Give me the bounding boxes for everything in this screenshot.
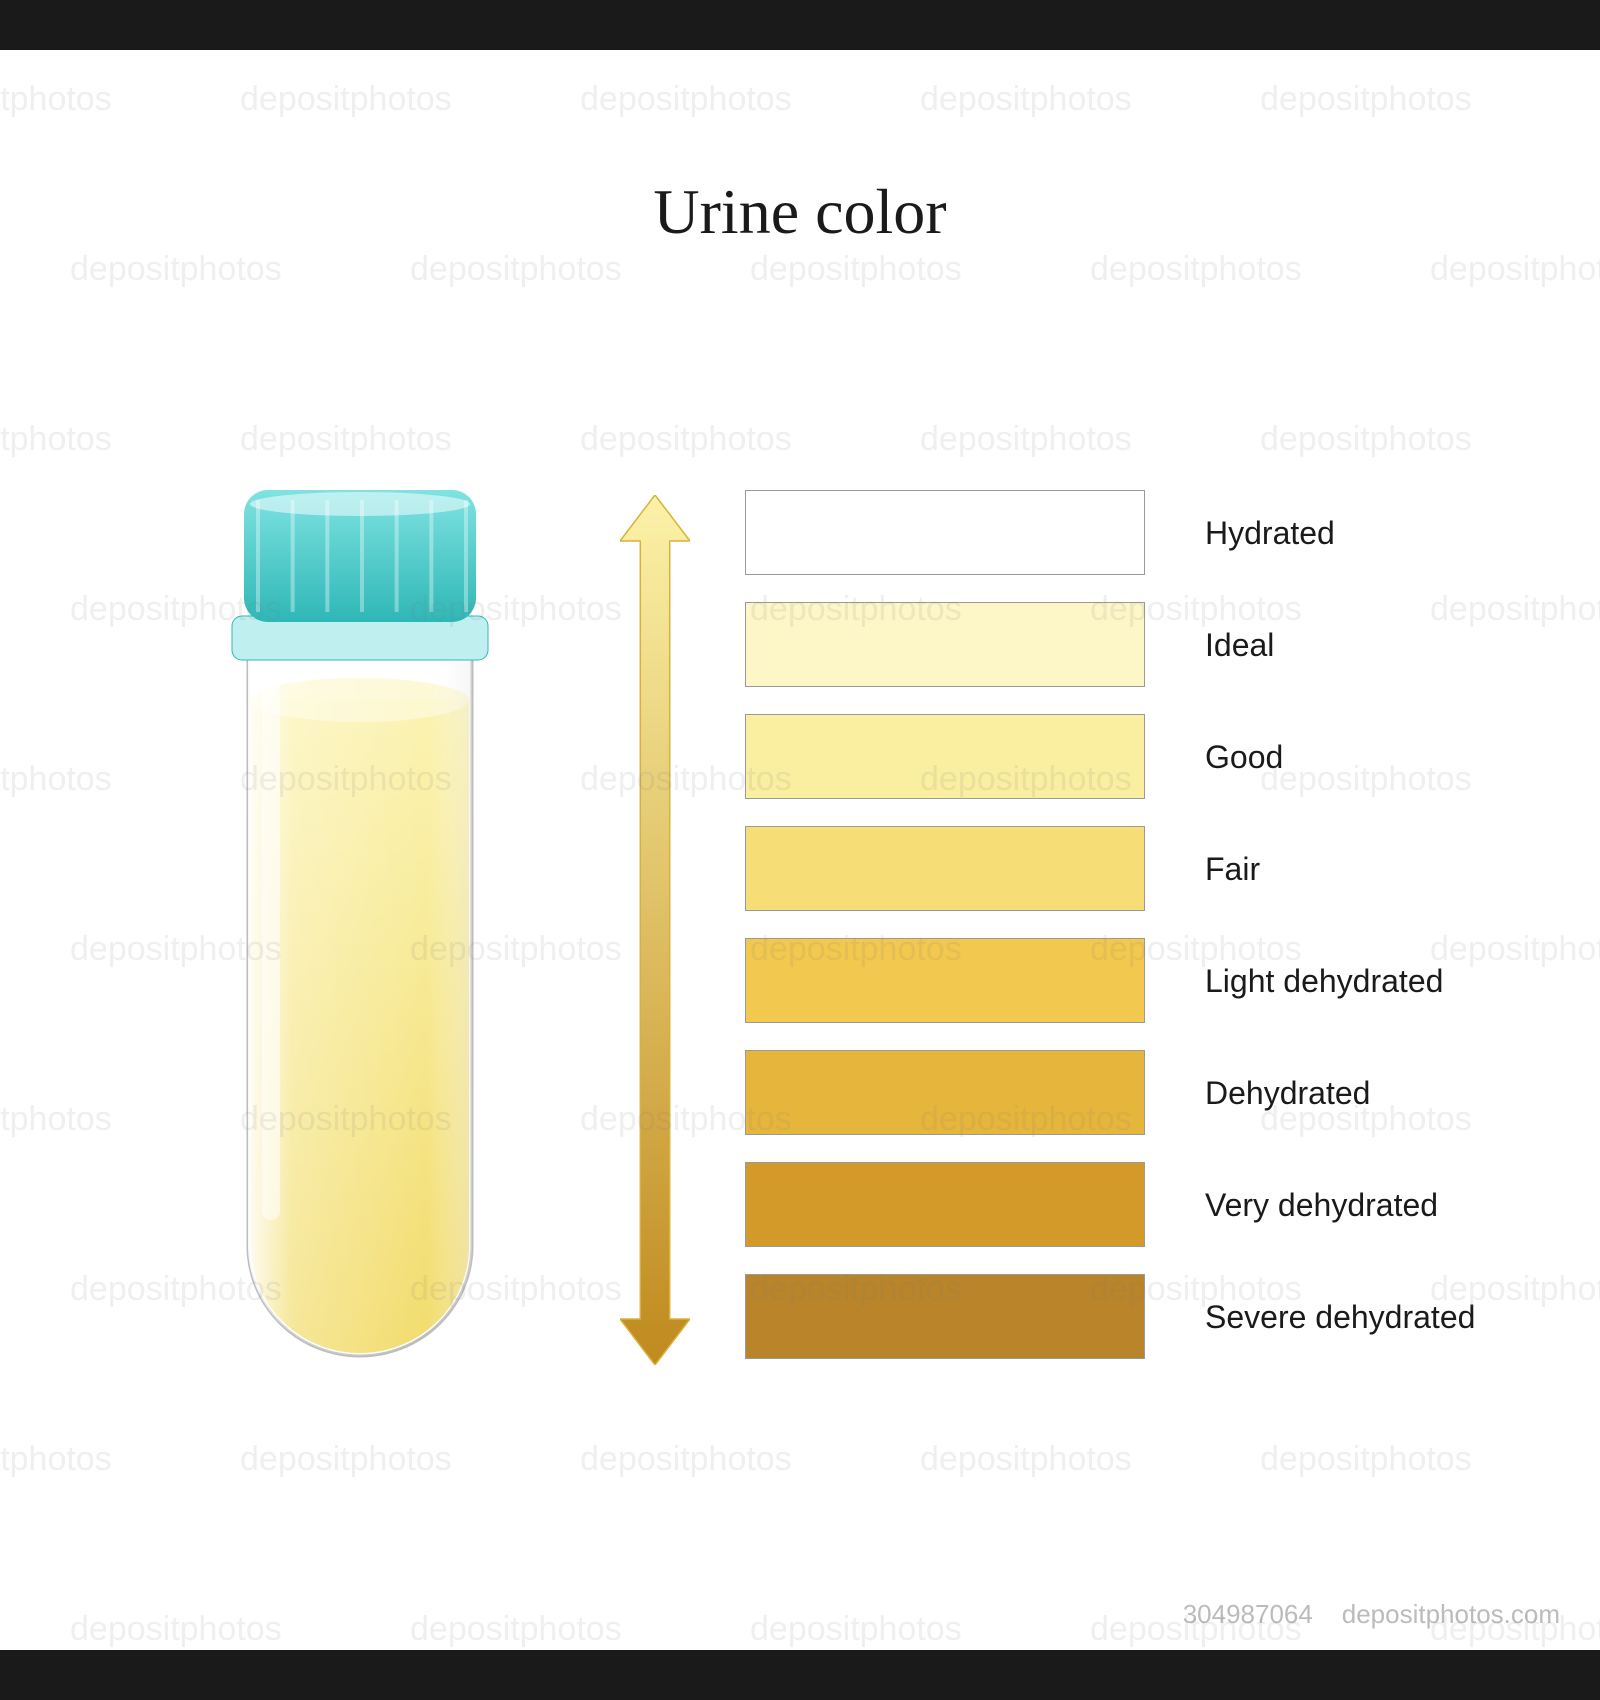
color-swatch — [745, 714, 1145, 799]
scale-label: Ideal — [1205, 629, 1274, 661]
scale-label: Light dehydrated — [1205, 965, 1443, 997]
watermark-text: depositphotos — [0, 760, 112, 799]
color-scale: Hydrated Ideal Good Fair Light dehydrated Deh… — [745, 490, 1475, 1359]
watermark-text: depositphotos — [0, 80, 112, 119]
test-tube-icon — [230, 490, 490, 1360]
scale-label: Hydrated — [1205, 517, 1335, 549]
chart-title: Urine color — [653, 175, 946, 249]
watermark-text: depositphotos — [0, 1440, 112, 1479]
watermark-text: depositphotos — [750, 250, 962, 289]
watermark-text: depositphotos — [580, 1440, 792, 1479]
scale-label: Severe dehydrated — [1205, 1301, 1475, 1333]
watermark-text: depositphotos — [70, 250, 282, 289]
watermark-text: depositphotos — [0, 420, 112, 459]
watermark-text: depositphotos — [240, 1440, 452, 1479]
scale-label: Dehydrated — [1205, 1077, 1370, 1109]
watermark-text: depositphotos — [920, 1440, 1132, 1479]
color-swatch — [745, 1162, 1145, 1247]
scale-row: Ideal — [745, 602, 1475, 687]
watermark-text: depositphotos — [750, 1610, 962, 1649]
watermark-text: depositphotos — [920, 80, 1132, 119]
scale-row: Good — [745, 714, 1475, 799]
watermark-text: depositphotos — [410, 250, 622, 289]
scale-row: Very dehydrated — [745, 1162, 1475, 1247]
scale-row: Severe dehydrated — [745, 1274, 1475, 1359]
watermark-id: 304987064 depositphotos.com — [1183, 1599, 1560, 1630]
scale-arrow-icon — [620, 495, 690, 1365]
scale-label: Fair — [1205, 853, 1260, 885]
watermark-text: depositphotos — [1260, 1440, 1472, 1479]
color-swatch — [745, 1274, 1145, 1359]
frame-bar-top — [0, 0, 1600, 50]
watermark-site: depositphotos.com — [1342, 1599, 1560, 1629]
watermark-text: depositphotos — [0, 1100, 112, 1139]
watermark-text: depositphotos — [240, 420, 452, 459]
watermark-text: depositphotos — [410, 1610, 622, 1649]
color-swatch — [745, 826, 1145, 911]
watermark-text: depositphotos — [1430, 250, 1600, 289]
color-swatch — [745, 1050, 1145, 1135]
scale-row: Fair — [745, 826, 1475, 911]
color-swatch — [745, 602, 1145, 687]
watermark-text: depositphotos — [580, 80, 792, 119]
watermark-text: depositphotos — [580, 420, 792, 459]
watermark-text: depositphotos — [920, 420, 1132, 459]
watermark-text: depositphotos — [1260, 420, 1472, 459]
color-swatch — [745, 938, 1145, 1023]
watermark-text: depositphotos — [1260, 80, 1472, 119]
scale-row: Hydrated — [745, 490, 1475, 575]
scale-label: Very dehydrated — [1205, 1189, 1438, 1221]
scale-arrow-svg — [620, 495, 690, 1365]
watermark-text: depositphotos — [1090, 250, 1302, 289]
watermark-text: depositphotos — [70, 1610, 282, 1649]
frame-bar-bottom — [0, 1650, 1600, 1700]
scale-row: Light dehydrated — [745, 938, 1475, 1023]
scale-label: Good — [1205, 741, 1283, 773]
watermark-id-number: 304987064 — [1183, 1599, 1313, 1629]
watermark-text: depositphotos — [240, 80, 452, 119]
color-swatch — [745, 490, 1145, 575]
test-tube-svg — [230, 490, 490, 1360]
scale-row: Dehydrated — [745, 1050, 1475, 1135]
